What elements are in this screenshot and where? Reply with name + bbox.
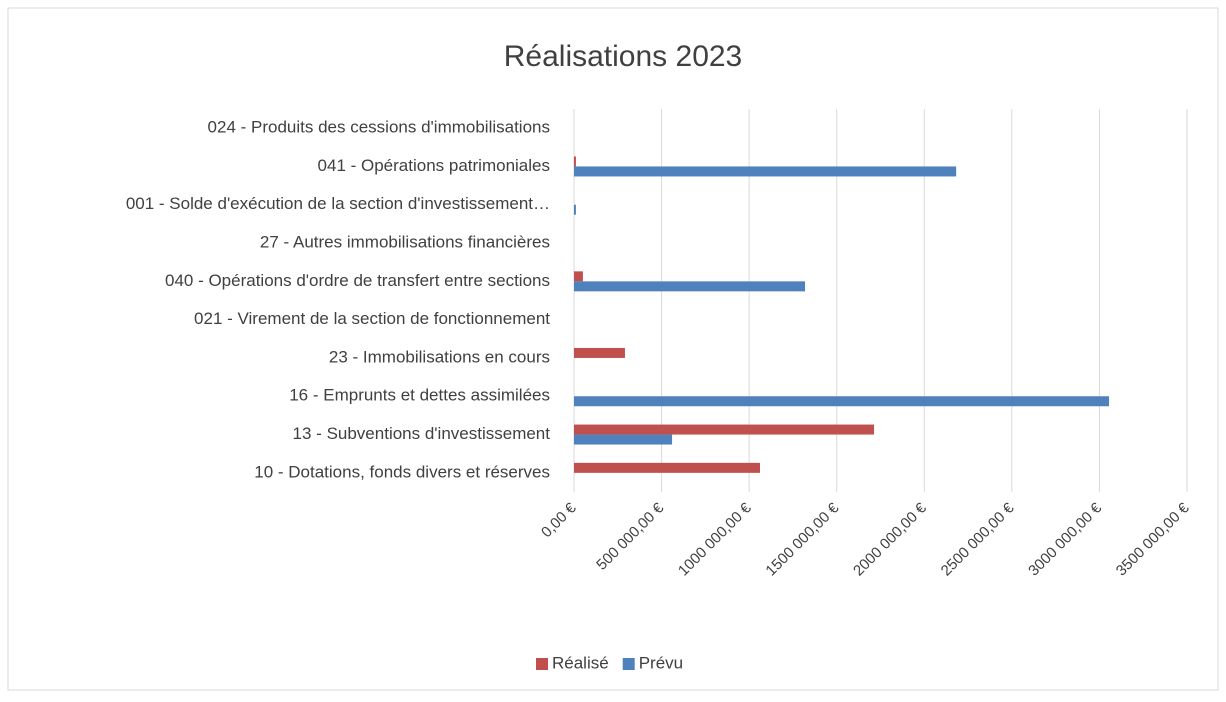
bar bbox=[574, 281, 806, 292]
y-tick-label: 021 - Virement de la section de fonction… bbox=[194, 309, 550, 328]
y-tick-label: 16 - Emprunts et dettes assimilées bbox=[289, 386, 550, 405]
y-tick-label: 024 - Produits des cessions d'immobilisa… bbox=[208, 118, 550, 137]
bar bbox=[574, 462, 761, 473]
legend-swatch bbox=[622, 658, 635, 670]
y-tick-label: 23 - Immobilisations en cours bbox=[329, 347, 550, 366]
y-tick-label: 001 - Solde d'exécution de la section d'… bbox=[126, 194, 550, 213]
bar bbox=[574, 156, 576, 167]
bar bbox=[574, 271, 583, 282]
legend-label: Prévu bbox=[639, 653, 683, 672]
legend-swatch bbox=[536, 658, 548, 670]
y-tick-label: 041 - Opérations patrimoniales bbox=[318, 156, 550, 175]
bar bbox=[574, 347, 625, 358]
y-tick-label: 10 - Dotations, fonds divers et réserves bbox=[254, 462, 550, 481]
bar bbox=[574, 396, 1110, 407]
y-tick-label: 27 - Autres immobilisations financières bbox=[260, 233, 550, 252]
bar bbox=[574, 204, 576, 215]
chart-title: Réalisations 2023 bbox=[504, 40, 743, 73]
legend-label: Réalisé bbox=[552, 653, 609, 672]
y-tick-label: 13 - Subventions d'investissement bbox=[293, 424, 551, 443]
bar bbox=[574, 166, 957, 177]
bar bbox=[574, 424, 875, 435]
y-tick-label: 040 - Opérations d'ordre de transfert en… bbox=[165, 271, 550, 290]
bar bbox=[574, 434, 673, 445]
